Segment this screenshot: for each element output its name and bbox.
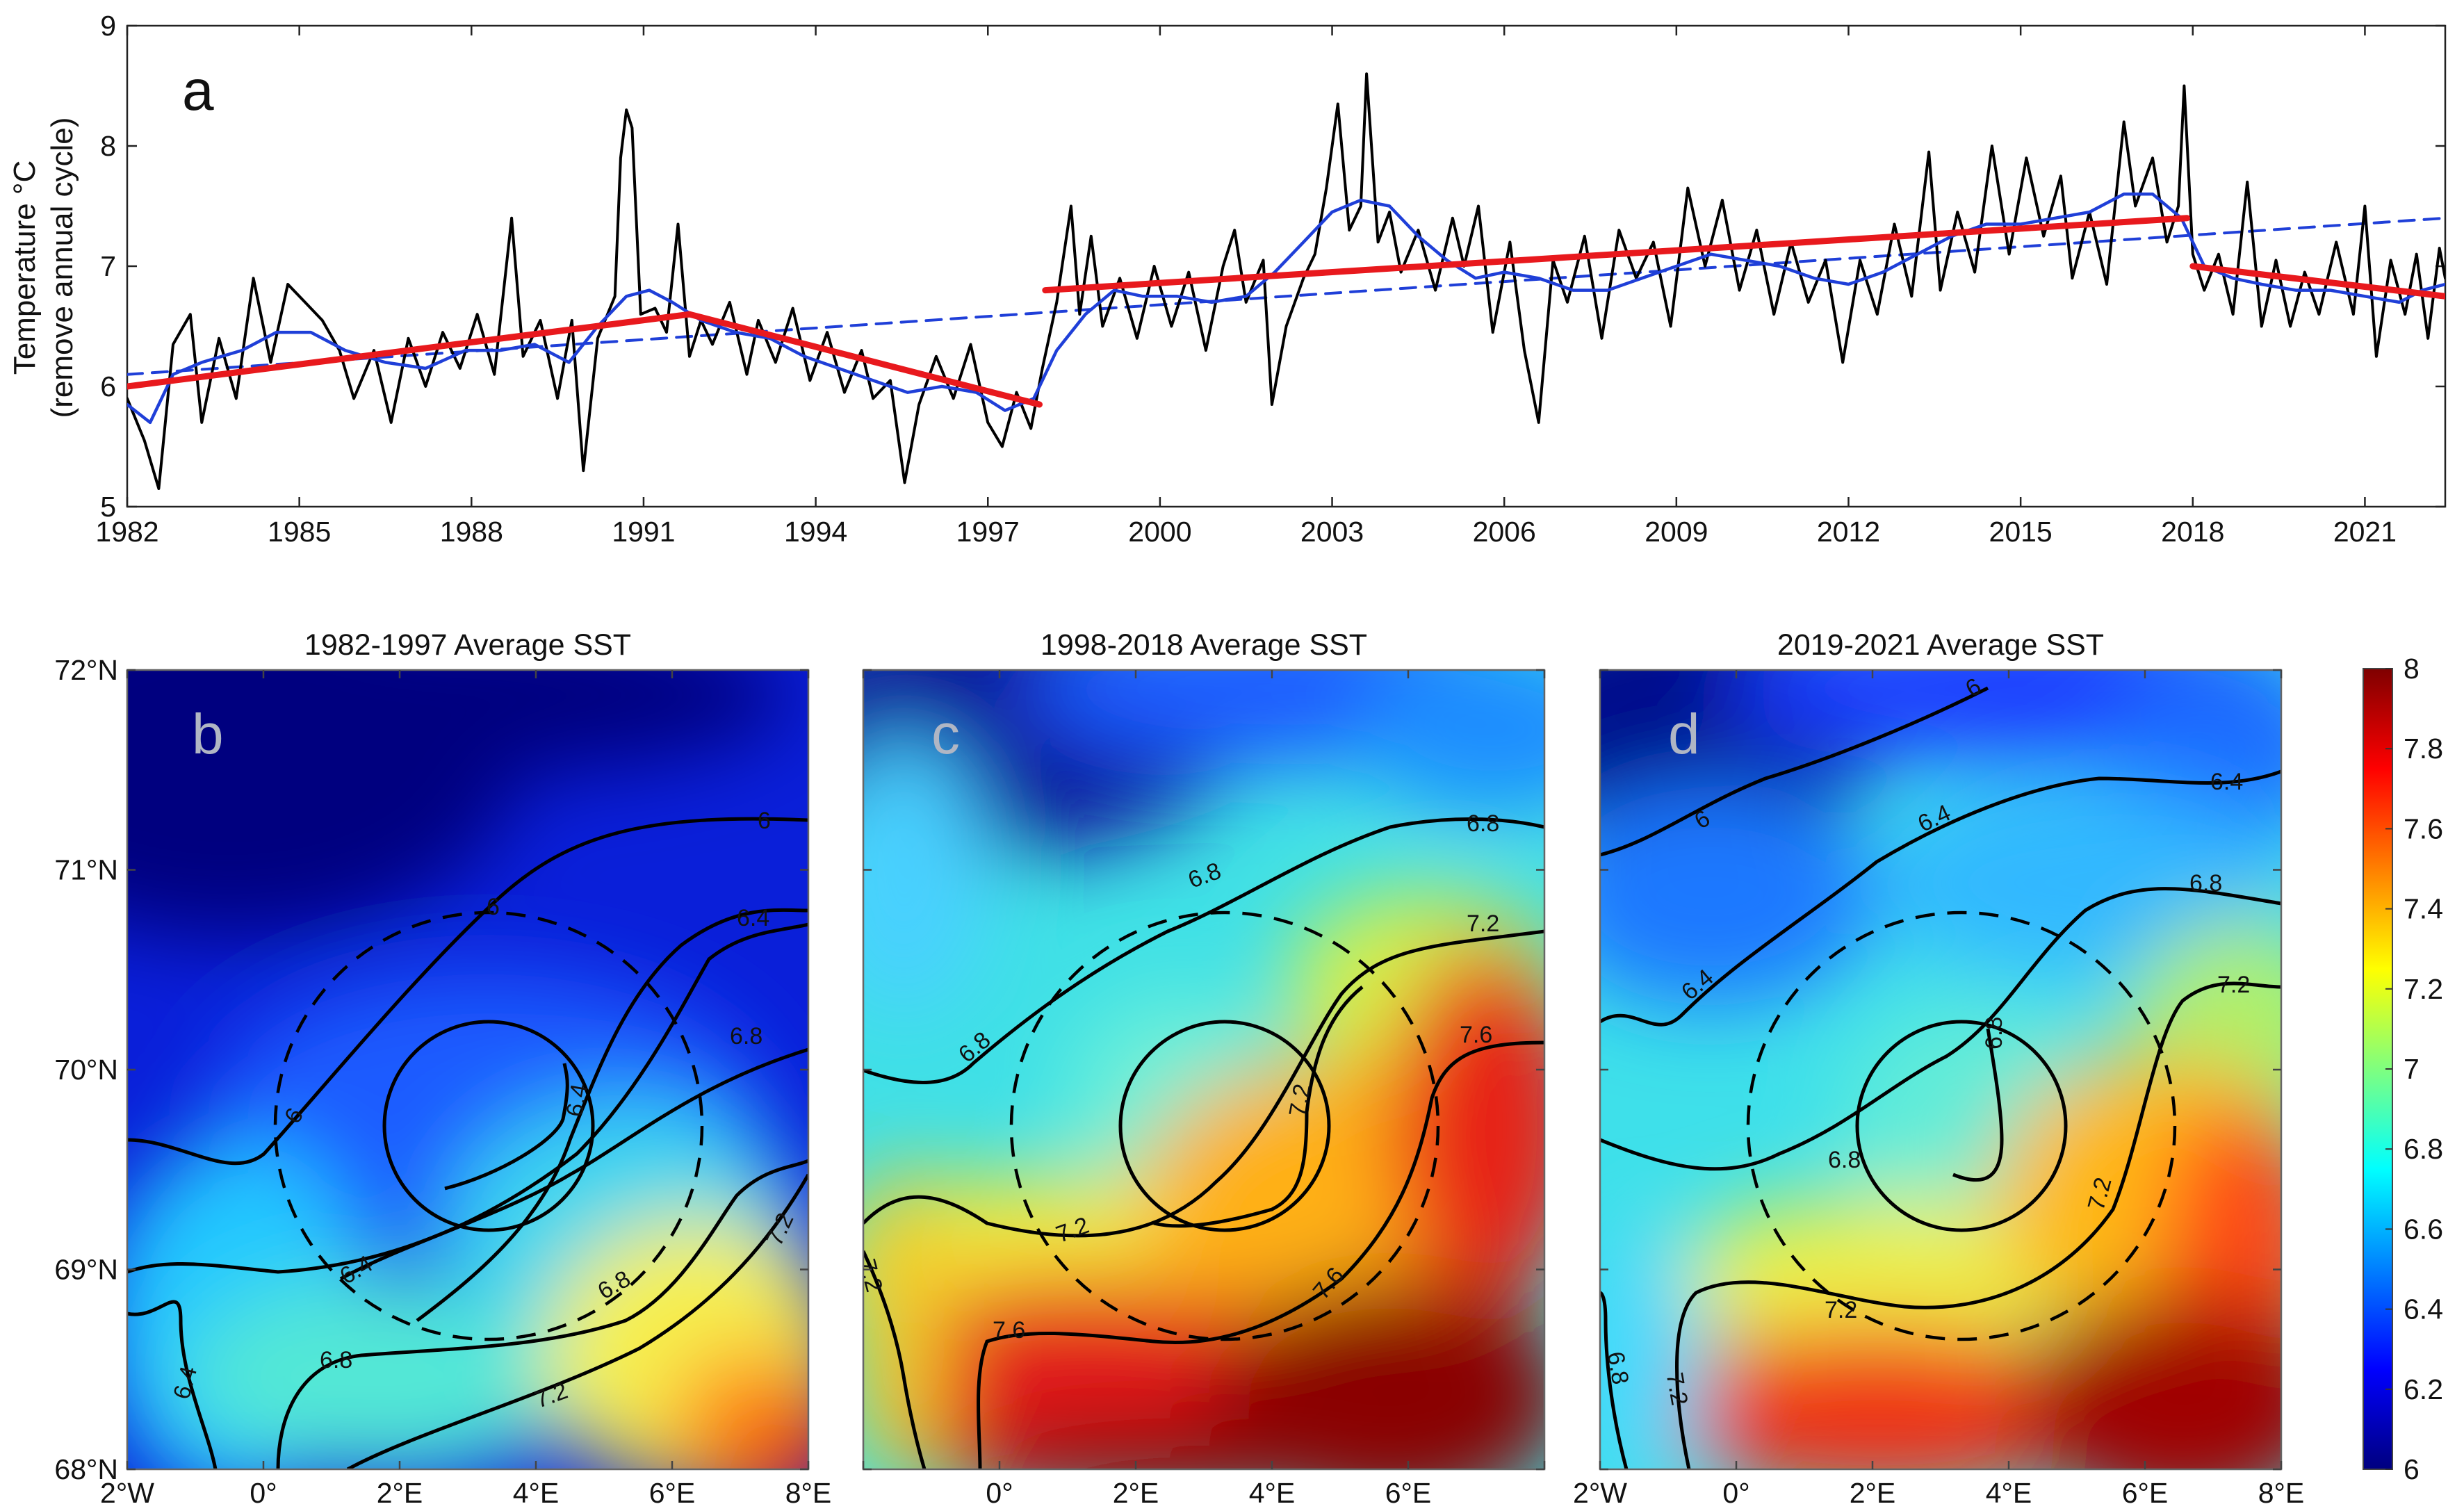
y-tick-label: 8 — [100, 130, 116, 162]
svg-text:6.8: 6.8 — [1828, 1147, 1861, 1173]
svg-text:7.2: 7.2 — [1825, 1297, 1857, 1323]
series-line-solid-black — [127, 72, 2445, 490]
svg-text:7.2: 7.2 — [2217, 972, 2250, 998]
svg-text:7.2: 7.2 — [1467, 910, 1499, 937]
x-tick-label: 1991 — [612, 516, 675, 548]
y-tick-label: 5 — [100, 491, 116, 523]
panel-b-label: b — [192, 703, 224, 766]
colorbar-tick-label: 8 — [2404, 653, 2420, 685]
x-tick-label: 1982 — [95, 516, 158, 548]
colorbar-tick-label: 6.4 — [2404, 1293, 2443, 1325]
panel-d-label: d — [1668, 703, 1700, 766]
panel-d-contour-labels: 6 6 6.4 6.4 6.4 6.8 6.8 6.8 6.8 7.2 7.2 … — [1602, 673, 2251, 1407]
panel-c: 1998-2018 Average SST — [862, 628, 1546, 1471]
x-tick-label: 1988 — [440, 516, 503, 548]
svg-text:7.2: 7.2 — [1661, 1371, 1693, 1407]
panel-a-frame — [126, 24, 2447, 508]
svg-text:6: 6 — [758, 808, 771, 834]
svg-text:7.2: 7.2 — [1284, 1081, 1316, 1118]
x-tick-label: 2006 — [1473, 516, 1536, 548]
colorbar-tick-label: 7.8 — [2404, 733, 2443, 765]
svg-text:6.4: 6.4 — [737, 905, 769, 931]
colorbar-tick-label: 6.8 — [2404, 1133, 2443, 1165]
y-tick-label: 9 — [100, 10, 116, 42]
lon-label: 2°E — [377, 1477, 423, 1509]
panel-a-label: a — [182, 59, 214, 122]
series-line-solid-red — [2189, 263, 2445, 300]
y-tick-label: 7 — [100, 250, 116, 282]
lat-label: 71°N — [54, 854, 118, 886]
lon-label: 2°W — [100, 1477, 154, 1509]
colorbar: 8 7.8 7.6 7.4 7.2 7 6.8 6.6 6.4 6.2 6 — [2363, 653, 2443, 1485]
lon-label: 2°E — [1850, 1477, 1896, 1509]
svg-text:6.8: 6.8 — [1467, 810, 1499, 837]
x-tick-label: 1985 — [268, 516, 331, 548]
series-line-solid-blue — [127, 192, 2445, 425]
lat-label: 72°N — [54, 654, 118, 686]
panel-c-map: 6.8 6.8 6.8 7.2 7.2 7.2 7.2 7.6 7.6 7.6 — [863, 670, 1544, 1469]
panel-a-series — [127, 72, 2445, 490]
panel-b-map: 6 6 6 6.4 6.4 6.4 6.4 6.8 6.8 6.8 7.2 7.… — [127, 670, 808, 1469]
panel-d-title: 2019-2021 Average SST — [1777, 628, 2104, 662]
colorbar-tick-label: 7.2 — [2404, 973, 2443, 1005]
colorbar-tick-label: 7 — [2404, 1053, 2420, 1085]
lon-label: 2°E — [1113, 1477, 1159, 1509]
colorbar-tick-label: 7.4 — [2404, 893, 2443, 925]
lon-label: 8°E — [785, 1477, 832, 1509]
panel-c-label: c — [931, 703, 960, 766]
colorbar-tick-label: 6.6 — [2404, 1213, 2443, 1245]
lon-label: 0° — [986, 1477, 1013, 1509]
x-tick-label: 2021 — [2333, 516, 2397, 548]
colorbar-tick-label: 6 — [2404, 1453, 2420, 1485]
panel-c-title: 1998-2018 Average SST — [1041, 628, 1367, 662]
series-line-solid-red — [1042, 215, 2190, 294]
svg-text:7.6: 7.6 — [993, 1317, 1025, 1343]
series-line-solid-red — [127, 311, 693, 390]
lon-label: 2°W — [1573, 1477, 1627, 1509]
svg-text:6.4: 6.4 — [2210, 769, 2243, 795]
x-tick-label: 2012 — [1817, 516, 1880, 548]
x-tick-label: 2003 — [1300, 516, 1364, 548]
lon-label: 4°E — [1986, 1477, 2032, 1509]
lon-label: 4°E — [1249, 1477, 1296, 1509]
lon-label: 0° — [250, 1477, 277, 1509]
x-tick-label: 2015 — [1989, 516, 2053, 548]
lon-label: 6°E — [1385, 1477, 1432, 1509]
x-tick-label: 2000 — [1128, 516, 1191, 548]
svg-text:6.4: 6.4 — [562, 1081, 594, 1118]
series-line-solid-red — [686, 311, 1043, 408]
panel-b: 1982-1997 Average SST — [126, 628, 810, 1471]
lon-label: 6°E — [649, 1477, 696, 1509]
lon-label: 6°E — [2122, 1477, 2169, 1509]
svg-text:6.8: 6.8 — [2189, 870, 2222, 897]
panel-d-map: 6 6 6.4 6.4 6.4 6.8 6.8 6.8 6.8 7.2 7.2 … — [1600, 670, 2281, 1469]
svg-text:6.8: 6.8 — [320, 1347, 352, 1373]
colorbar-tick-label: 6.2 — [2404, 1373, 2443, 1405]
y-axis-label-2: (remove annual cycle) — [45, 117, 79, 418]
map-axes: 2°W 0° 2°E 4°E 6°E 8°E 2°W 0° 2°E 4°E 6°E 8°E 0° 2°E 4… — [54, 654, 2304, 1509]
lon-label: 0° — [1722, 1477, 1749, 1509]
lat-label: 70°N — [54, 1054, 118, 1086]
x-tick-label: 2009 — [1645, 516, 1708, 548]
svg-text:6: 6 — [487, 894, 500, 920]
y-tick-label: 6 — [100, 370, 116, 402]
svg-text:6.8: 6.8 — [1602, 1350, 1634, 1387]
svg-text:6.8: 6.8 — [730, 1023, 762, 1049]
lon-label: 8°E — [2258, 1477, 2305, 1509]
lat-label: 69°N — [54, 1254, 118, 1286]
lon-label: 4°E — [513, 1477, 560, 1509]
panel-a-axes: 1982 1985 1988 1991 1994 1997 2000 2003 2006 2009… — [95, 10, 2445, 548]
colorbar-tick-label: 7.6 — [2404, 812, 2443, 844]
x-tick-label: 2018 — [2161, 516, 2224, 548]
panel-b-title: 1982-1997 Average SST — [304, 628, 631, 662]
lat-label: 68°N — [54, 1453, 118, 1485]
x-tick-label: 1994 — [784, 516, 847, 548]
x-tick-label: 1997 — [956, 516, 1020, 548]
svg-text:7.6: 7.6 — [1460, 1022, 1492, 1048]
panel-a: 1982 1985 1988 1991 1994 1997 2000 2003 2006 2009… — [8, 10, 2447, 548]
panel-d: 2019-2021 Average SST — [1599, 628, 2283, 1471]
svg-text:6.8: 6.8 — [1981, 1017, 2007, 1049]
y-axis-label: Temperature °C — [8, 161, 42, 375]
